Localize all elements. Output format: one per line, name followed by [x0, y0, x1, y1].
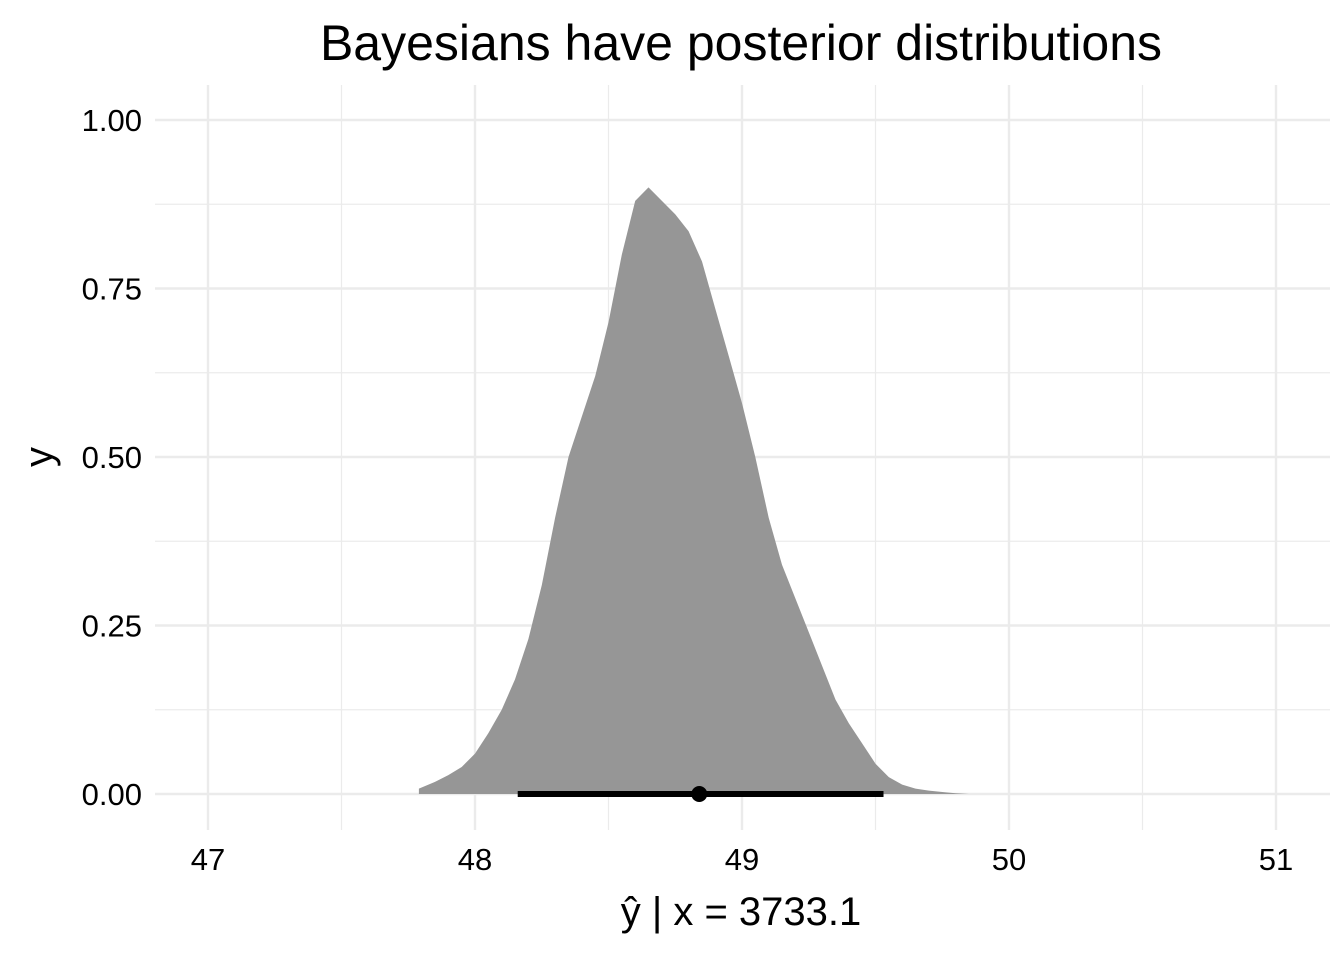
tick-label-layer: 47 48 49 50 51 0.00 0.25 0.50 0.75 1.00 [82, 103, 1294, 877]
density-layer [418, 187, 1036, 794]
x-tick-label: 49 [725, 842, 759, 877]
y-tick-label: 1.00 [82, 103, 142, 138]
y-tick-label: 0.50 [82, 440, 142, 475]
x-tick-label: 47 [191, 842, 225, 877]
y-tick-label: 0.25 [82, 609, 142, 644]
posterior-density-area [418, 187, 1036, 794]
x-tick-label: 50 [992, 842, 1026, 877]
chart-title: Bayesians have posterior distributions [320, 15, 1162, 71]
y-axis-title: y [17, 447, 61, 467]
point-estimate-dot [691, 786, 708, 802]
y-tick-label: 0.75 [82, 272, 142, 307]
x-axis-title: ŷ | x = 3733.1 [621, 890, 862, 934]
interval-layer [517, 786, 884, 802]
x-tick-label: 51 [1259, 842, 1293, 877]
x-tick-label: 48 [458, 842, 492, 877]
y-tick-label: 0.00 [82, 777, 142, 812]
